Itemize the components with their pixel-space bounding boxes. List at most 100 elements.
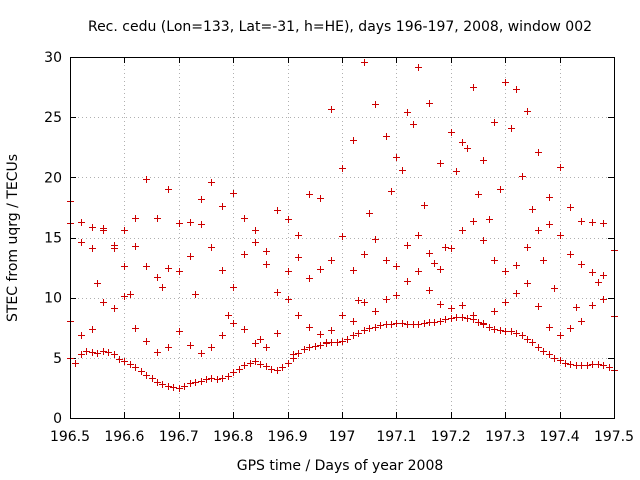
data-point: [448, 305, 455, 312]
data-point: [208, 375, 215, 382]
data-point: [105, 349, 112, 356]
x-tick-label: 197.5: [594, 429, 634, 445]
x-tick-label: 197.2: [431, 429, 471, 445]
x-tick-labels: 196.5 196.6 196.7 196.8 196.9 197 197.1 197.2 19…: [50, 429, 634, 445]
data-point: [535, 227, 542, 234]
data-point: [187, 342, 194, 349]
data-point: [366, 210, 373, 217]
data-point: [132, 215, 139, 222]
data-point: [225, 373, 232, 380]
data-point: [535, 303, 542, 310]
data-point: [470, 84, 477, 91]
data-point: [404, 242, 411, 249]
data-point: [121, 263, 128, 270]
data-point: [388, 188, 395, 195]
data-point: [437, 301, 444, 308]
data-point: [312, 343, 319, 350]
data-point: [497, 327, 504, 334]
data-point: [393, 320, 400, 327]
data-point: [600, 296, 607, 303]
data-point: [600, 272, 607, 279]
data-point: [546, 324, 553, 331]
data-point: [263, 363, 270, 370]
data-point: [100, 225, 107, 232]
data-point: [154, 274, 161, 281]
data-point: [508, 328, 515, 335]
data-point: [285, 360, 292, 367]
data-point: [72, 360, 79, 367]
data-point: [170, 384, 177, 391]
data-point: [198, 221, 205, 228]
data-point: [519, 332, 526, 339]
data-point: [274, 289, 281, 296]
data-point: [154, 349, 161, 356]
data-point: [89, 349, 96, 356]
data-point: [415, 268, 422, 275]
data-point: [524, 244, 531, 251]
data-point: [252, 340, 259, 347]
data-point: [111, 305, 118, 312]
x-tick-label: 196.6: [104, 429, 144, 445]
data-point: [279, 364, 286, 371]
data-point: [100, 299, 107, 306]
data-point: [323, 339, 330, 346]
data-point: [475, 191, 482, 198]
data-point: [421, 202, 428, 209]
data-point: [399, 320, 406, 327]
data-point: [94, 280, 101, 287]
y-tick-labels: 0 5 10 15 20 25 30: [44, 50, 62, 427]
data-point: [508, 125, 515, 132]
data-point: [513, 262, 520, 269]
data-point: [502, 79, 509, 86]
data-point: [78, 332, 85, 339]
data-point: [132, 364, 139, 371]
data-point: [290, 351, 297, 358]
data-point: [285, 268, 292, 275]
y-tick-label: 0: [53, 411, 62, 427]
data-point: [187, 253, 194, 260]
data-point: [464, 315, 471, 322]
x-tick-label: 196.7: [159, 429, 199, 445]
data-point: [198, 378, 205, 385]
x-tick-label: 197.1: [376, 429, 416, 445]
x-tick-label: 197: [329, 429, 356, 445]
x-axis-label: GPS time / Days of year 2008: [237, 458, 444, 474]
data-point: [334, 339, 341, 346]
data-point: [361, 327, 368, 334]
data-point: [470, 218, 477, 225]
data-point: [361, 59, 368, 66]
data-point: [448, 129, 455, 136]
data-point: [339, 233, 346, 240]
data-point: [203, 376, 210, 383]
data-point: [551, 285, 558, 292]
data-point: [415, 64, 422, 71]
data-point: [165, 265, 172, 272]
data-point: [567, 325, 574, 332]
data-point: [127, 361, 134, 368]
data-point: [557, 164, 564, 171]
data-point: [567, 251, 574, 258]
data-point: [187, 380, 194, 387]
data-point: [383, 257, 390, 264]
data-point: [535, 344, 542, 351]
data-point: [426, 100, 433, 107]
data-point: [165, 344, 172, 351]
data-point: [404, 109, 411, 116]
data-point: [252, 239, 259, 246]
data-point: [252, 358, 259, 365]
data-point: [464, 145, 471, 152]
data-point: [546, 221, 553, 228]
data-point: [285, 296, 292, 303]
data-point: [192, 379, 199, 386]
data-point: [121, 227, 128, 234]
data-point: [453, 168, 460, 175]
y-tick-label: 10: [44, 291, 62, 307]
data-point: [127, 291, 134, 298]
data-point: [138, 368, 145, 375]
data-point: [491, 119, 498, 126]
data-point: [208, 244, 215, 251]
data-point: [589, 302, 596, 309]
data-point: [257, 361, 264, 368]
data-point: [431, 319, 438, 326]
data-point: [274, 367, 281, 374]
